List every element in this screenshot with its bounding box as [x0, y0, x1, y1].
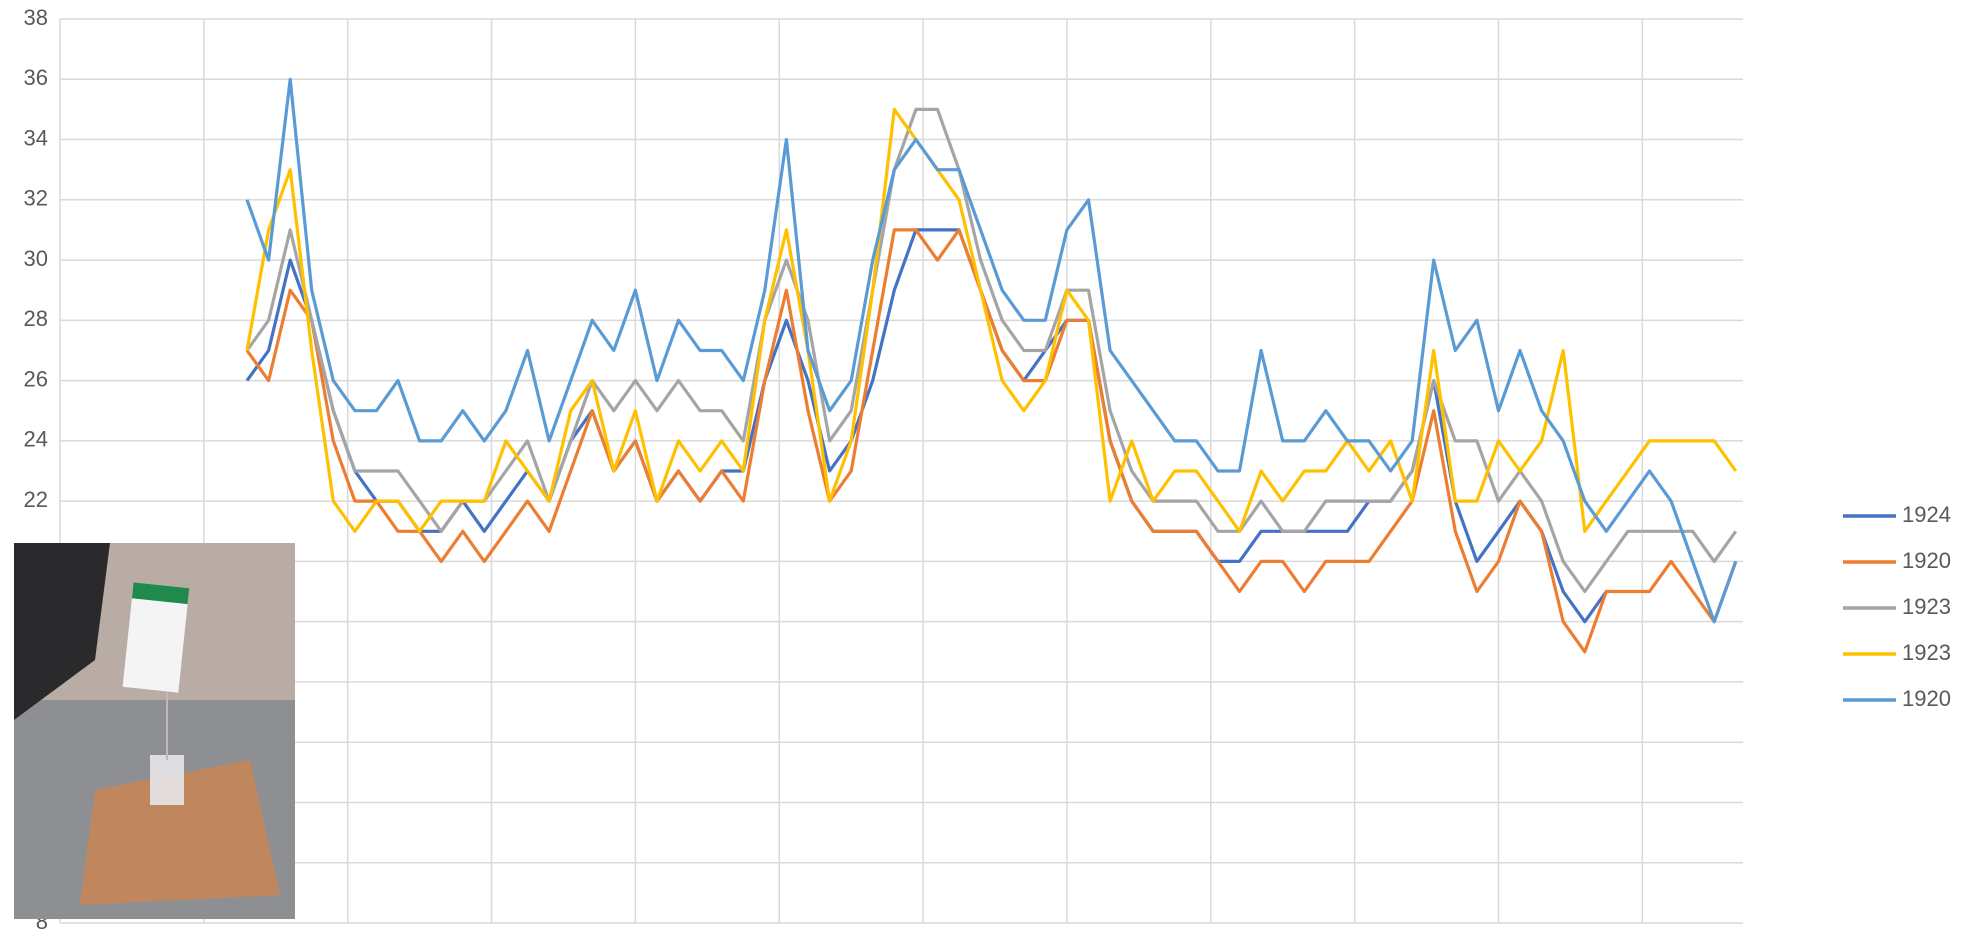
legend-label: 1920 — [1902, 548, 1951, 573]
legend-label: 1924 — [1902, 502, 1951, 527]
y-tick-label: 30 — [24, 246, 48, 271]
y-tick-label: 34 — [24, 125, 48, 150]
y-tick-label: 22 — [24, 487, 48, 512]
y-tick-label: 28 — [24, 306, 48, 331]
legend-label: 1923 — [1902, 640, 1951, 665]
chart: 8101214161820222426283032343638 19241920… — [0, 0, 1963, 929]
y-tick-label: 26 — [24, 366, 48, 391]
photo-inset — [14, 543, 295, 919]
y-tick-label: 36 — [24, 65, 48, 90]
legend-label: 1923 — [1902, 594, 1951, 619]
y-tick-label: 38 — [24, 5, 48, 30]
legend-label: 1920 — [1902, 686, 1951, 711]
y-tick-label: 24 — [24, 427, 48, 452]
y-tick-label: 32 — [24, 186, 48, 211]
page: {"chart_data":{"type":"line", "x":[1.3,1… — [0, 0, 1963, 929]
